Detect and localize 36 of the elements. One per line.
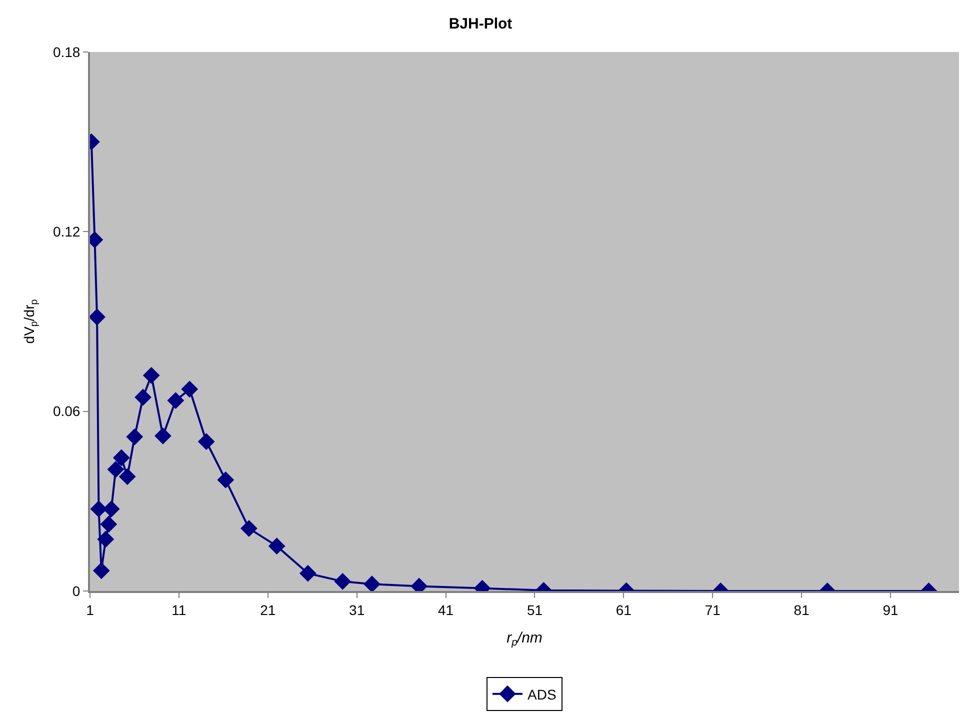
y-tick-label: 0 [72, 582, 80, 599]
x-tick-label: 11 [172, 602, 186, 618]
legend-label: ADS [528, 686, 556, 702]
x-tick-label: 61 [616, 602, 632, 618]
x-tick-label: 81 [794, 602, 810, 618]
point [154, 427, 172, 444]
y-tick-label: 0.18 [52, 44, 80, 60]
x-tick-label: 21 [260, 602, 276, 618]
point [167, 392, 184, 409]
point [126, 428, 144, 446]
point [240, 520, 258, 537]
chart-title: BJH-Plot [448, 15, 512, 32]
y-tick-label: 0.12 [52, 224, 80, 240]
point [118, 468, 136, 486]
x-tick-label: 1 [86, 602, 94, 618]
point [100, 516, 118, 533]
point [92, 562, 110, 580]
point [134, 388, 152, 406]
point [181, 380, 198, 398]
x-tick-label: 31 [349, 602, 365, 618]
point [97, 530, 114, 548]
point [112, 449, 130, 466]
point [334, 572, 352, 590]
y-tick-label: 0.06 [52, 403, 80, 420]
point [217, 471, 234, 488]
point [107, 460, 124, 478]
x-tick-label: 51 [526, 602, 543, 618]
point [268, 538, 286, 555]
x-tick-label: 91 [882, 602, 899, 618]
point [364, 576, 380, 591]
x-tick-label: 41 [438, 602, 454, 618]
point [198, 433, 215, 450]
x-tick-label: 71 [704, 602, 721, 618]
point [142, 366, 160, 384]
x-axis-title: r$_{p}$/nm [506, 629, 542, 648]
point [299, 564, 316, 582]
